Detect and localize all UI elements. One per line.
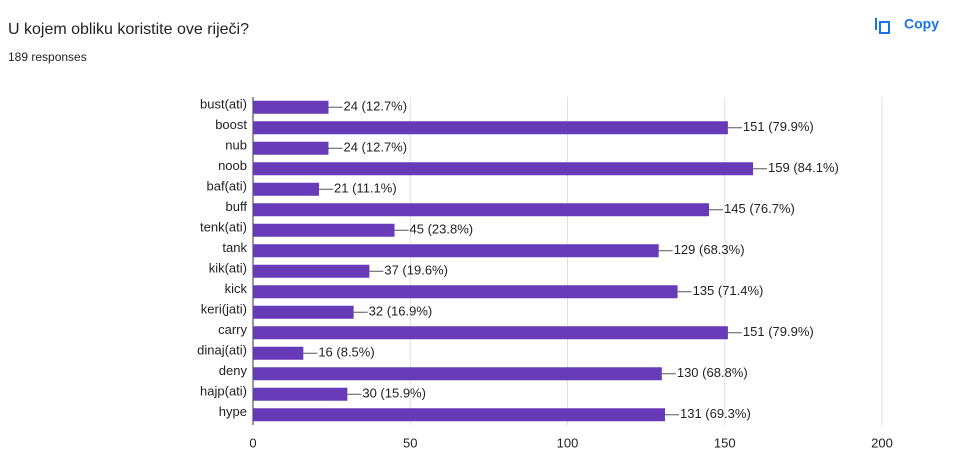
y-tick-label: kick bbox=[225, 281, 248, 296]
bar bbox=[253, 100, 329, 114]
bar bbox=[253, 223, 395, 237]
value-label: 21 (11.1%) bbox=[334, 181, 397, 196]
x-tick-label: 50 bbox=[403, 435, 417, 450]
value-label: 159 (84.1%) bbox=[768, 160, 839, 175]
bar bbox=[253, 264, 370, 278]
bar bbox=[253, 244, 659, 258]
y-tick-label: dinaj(ati) bbox=[197, 343, 247, 358]
copy-button[interactable]: Copy bbox=[875, 16, 939, 34]
y-tick-label: bust(ati) bbox=[200, 97, 247, 112]
y-tick-label: tenk(ati) bbox=[200, 220, 247, 235]
value-label: 24 (12.7%) bbox=[343, 99, 407, 114]
bar bbox=[253, 346, 304, 360]
value-label: 37 (19.6%) bbox=[384, 263, 448, 278]
y-tick-label: carry bbox=[218, 322, 247, 337]
y-tick-label: nub bbox=[225, 138, 247, 153]
value-label: 135 (71.4%) bbox=[693, 283, 764, 298]
copy-label: Copy bbox=[904, 16, 939, 32]
value-label: 24 (12.7%) bbox=[343, 140, 407, 155]
bar bbox=[253, 367, 662, 381]
y-tick-label: hype bbox=[219, 404, 247, 419]
value-label: 16 (8.5%) bbox=[318, 345, 374, 360]
x-tick-label: 150 bbox=[714, 435, 736, 450]
value-label: 30 (15.9%) bbox=[362, 386, 426, 401]
bar bbox=[253, 162, 754, 176]
bar bbox=[253, 182, 320, 196]
value-label: 131 (69.3%) bbox=[680, 406, 751, 421]
value-label: 130 (68.8%) bbox=[677, 365, 748, 380]
x-tick-label: 0 bbox=[249, 435, 256, 450]
y-tick-label: boost bbox=[215, 117, 247, 132]
y-tick-label: baf(ati) bbox=[207, 179, 247, 194]
bar bbox=[253, 285, 678, 299]
value-label: 151 (79.9%) bbox=[743, 119, 814, 134]
y-tick-label: keri(jati) bbox=[201, 302, 247, 317]
value-label: 45 (23.8%) bbox=[410, 222, 474, 237]
value-label: 145 (76.7%) bbox=[724, 201, 795, 216]
x-tick-label: 100 bbox=[557, 435, 579, 450]
value-label: 151 (79.9%) bbox=[743, 324, 814, 339]
subtitle: 189 responses bbox=[8, 50, 87, 64]
y-tick-label: buff bbox=[226, 199, 248, 214]
value-label: 129 (68.3%) bbox=[674, 242, 745, 257]
y-tick-label: hajp(ati) bbox=[200, 384, 247, 399]
x-tick-label: 200 bbox=[871, 435, 893, 450]
bar bbox=[253, 203, 710, 217]
y-tick-label: kik(ati) bbox=[209, 261, 247, 276]
copy-icon bbox=[879, 21, 890, 34]
value-label: 32 (16.9%) bbox=[369, 304, 433, 319]
bar bbox=[253, 387, 348, 401]
bar bbox=[253, 326, 728, 340]
y-tick-label: noob bbox=[218, 158, 247, 173]
title: U kojem obliku koristite ove riječi? bbox=[8, 21, 249, 38]
y-tick-label: tank bbox=[222, 240, 247, 255]
bar bbox=[253, 141, 329, 155]
bar bbox=[253, 305, 354, 319]
y-tick-label: deny bbox=[219, 363, 248, 378]
bar bbox=[253, 408, 665, 422]
bar bbox=[253, 121, 728, 135]
